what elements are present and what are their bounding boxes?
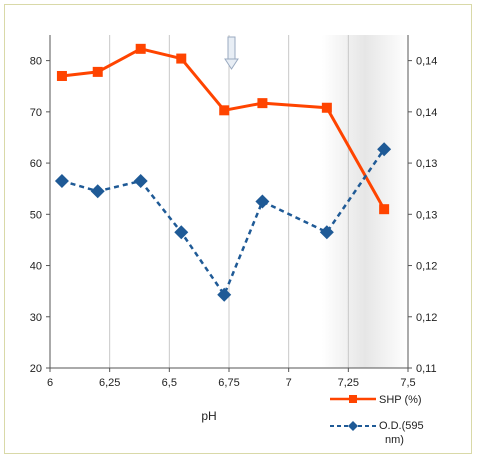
x-tick-label: 6 <box>47 377 53 389</box>
legend: SHP (%) O.D.(595 nm) <box>330 394 424 446</box>
legend-shp-marker <box>349 395 357 403</box>
x-tick-label: 7,5 <box>400 377 415 389</box>
right-y-tick-label: 0,12 <box>416 312 437 324</box>
data-point-od <box>255 194 270 209</box>
right-y-tick-label: 0,11 <box>416 363 437 375</box>
left-y-tick-label: 50 <box>30 209 42 221</box>
right-y-tick-label: 0,14 <box>416 56 437 68</box>
left-y-tick-labels: 20 30 40 50 60 70 80 <box>30 56 50 375</box>
legend-od-marker <box>348 421 358 431</box>
data-point-shp <box>176 53 187 64</box>
data-point-shp <box>379 204 390 215</box>
series-line-od <box>61 148 386 296</box>
down-arrow-icon <box>224 36 239 70</box>
data-point-shp <box>92 66 103 77</box>
left-y-tick-label: 20 <box>30 363 42 375</box>
left-y-tick-label: 70 <box>30 107 42 119</box>
data-point-shp <box>219 105 230 116</box>
right-y-tick-label: 0,13 <box>416 158 437 170</box>
left-y-tick-label: 40 <box>30 261 42 273</box>
x-axis-title: pH <box>201 409 216 423</box>
data-point-od <box>133 174 148 189</box>
data-point-od <box>217 287 232 302</box>
x-tick-label: 6,25 <box>99 377 120 389</box>
legend-shp-label: SHP (%) <box>379 394 422 406</box>
legend-od-label-line1: O.D.(595 <box>379 420 424 432</box>
data-point-shp <box>56 70 67 81</box>
data-point-od <box>319 225 334 240</box>
x-tick-label: 7,25 <box>338 377 359 389</box>
data-point-shp <box>257 98 268 109</box>
series-layer <box>54 43 392 302</box>
right-y-tick-label: 0,12 <box>416 261 437 273</box>
left-y-tick-label: 30 <box>30 312 42 324</box>
data-point-od <box>90 184 105 199</box>
series-line-shp <box>61 47 386 210</box>
right-y-tick-label: 0,13 <box>416 209 437 221</box>
left-y-tick-label: 80 <box>30 56 42 68</box>
data-point-shp <box>321 102 332 113</box>
shaded-band <box>322 35 408 368</box>
right-y-tick-labels: 0,11 0,12 0,12 0,13 0,13 0,14 0,14 <box>408 56 437 375</box>
x-tick-labels: 6 6,25 6,5 6,75 7 7,25 7,5 <box>47 377 416 389</box>
x-tick-label: 6,75 <box>218 377 239 389</box>
legend-od-label-line2: nm) <box>385 434 404 446</box>
data-point-shp <box>135 43 146 54</box>
x-tick-label: 7 <box>286 377 292 389</box>
data-point-od <box>174 225 189 240</box>
data-point-od <box>377 142 392 157</box>
data-point-od <box>54 174 69 189</box>
left-y-tick-label: 60 <box>30 158 42 170</box>
right-y-tick-label: 0,14 <box>416 107 437 119</box>
x-tick-label: 6,5 <box>162 377 177 389</box>
